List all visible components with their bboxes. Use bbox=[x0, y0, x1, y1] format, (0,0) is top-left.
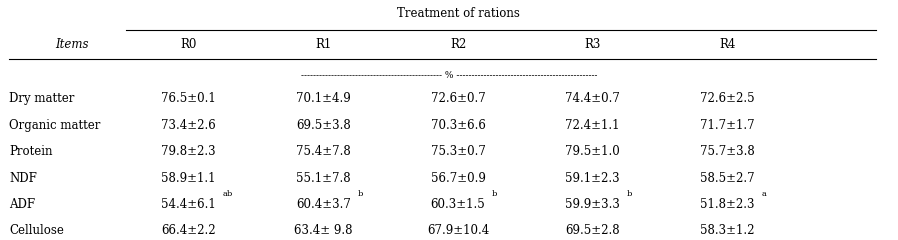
Text: Treatment of rations: Treatment of rations bbox=[397, 7, 519, 20]
Text: 63.4± 9.8: 63.4± 9.8 bbox=[294, 224, 353, 237]
Text: Dry matter: Dry matter bbox=[9, 92, 75, 105]
Text: 70.1±4.9: 70.1±4.9 bbox=[296, 92, 350, 105]
Text: R0: R0 bbox=[180, 38, 197, 51]
Text: ab: ab bbox=[223, 190, 233, 198]
Text: 79.8±2.3: 79.8±2.3 bbox=[162, 145, 216, 158]
Text: 75.7±3.8: 75.7±3.8 bbox=[700, 145, 754, 158]
Text: 69.5±2.8: 69.5±2.8 bbox=[566, 224, 620, 237]
Text: R1: R1 bbox=[315, 38, 331, 51]
Text: Items: Items bbox=[55, 38, 89, 51]
Text: 69.5±3.8: 69.5±3.8 bbox=[296, 119, 350, 132]
Text: Protein: Protein bbox=[9, 145, 52, 158]
Text: 60.4±3.7: 60.4±3.7 bbox=[295, 198, 351, 211]
Text: 72.6±2.5: 72.6±2.5 bbox=[700, 92, 754, 105]
Text: 58.5±2.7: 58.5±2.7 bbox=[700, 172, 754, 185]
Text: 55.1±7.8: 55.1±7.8 bbox=[296, 172, 350, 185]
Text: 59.9±3.3: 59.9±3.3 bbox=[565, 198, 621, 211]
Text: 75.4±7.8: 75.4±7.8 bbox=[296, 145, 350, 158]
Text: 67.9±10.4: 67.9±10.4 bbox=[427, 224, 489, 237]
Text: 72.6±0.7: 72.6±0.7 bbox=[431, 92, 485, 105]
Text: ----------------------------------------------- % ------------------------------: ----------------------------------------… bbox=[301, 71, 597, 80]
Text: 71.7±1.7: 71.7±1.7 bbox=[700, 119, 754, 132]
Text: 75.3±0.7: 75.3±0.7 bbox=[430, 145, 486, 158]
Text: NDF: NDF bbox=[9, 172, 37, 185]
Text: 56.7±0.9: 56.7±0.9 bbox=[430, 172, 486, 185]
Text: 74.4±0.7: 74.4±0.7 bbox=[565, 92, 621, 105]
Text: R3: R3 bbox=[585, 38, 601, 51]
Text: 79.5±1.0: 79.5±1.0 bbox=[566, 145, 620, 158]
Text: R4: R4 bbox=[719, 38, 735, 51]
Text: 70.3±6.6: 70.3±6.6 bbox=[430, 119, 486, 132]
Text: b: b bbox=[492, 190, 497, 198]
Text: 76.5±0.1: 76.5±0.1 bbox=[162, 92, 216, 105]
Text: 66.4±2.2: 66.4±2.2 bbox=[162, 224, 216, 237]
Text: 58.3±1.2: 58.3±1.2 bbox=[700, 224, 754, 237]
Text: 51.8±2.3: 51.8±2.3 bbox=[700, 198, 754, 211]
Text: b: b bbox=[627, 190, 632, 198]
Text: 72.4±1.1: 72.4±1.1 bbox=[566, 119, 620, 132]
Text: b: b bbox=[357, 190, 363, 198]
Text: 73.4±2.6: 73.4±2.6 bbox=[162, 119, 216, 132]
Text: 58.9±1.1: 58.9±1.1 bbox=[162, 172, 216, 185]
Text: ADF: ADF bbox=[9, 198, 35, 211]
Text: 60.3±1.5: 60.3±1.5 bbox=[431, 198, 485, 211]
Text: 59.1±2.3: 59.1±2.3 bbox=[566, 172, 620, 185]
Text: R2: R2 bbox=[450, 38, 466, 51]
Text: Cellulose: Cellulose bbox=[9, 224, 64, 237]
Text: 54.4±6.1: 54.4±6.1 bbox=[162, 198, 216, 211]
Text: Organic matter: Organic matter bbox=[9, 119, 101, 132]
Text: a: a bbox=[762, 190, 766, 198]
